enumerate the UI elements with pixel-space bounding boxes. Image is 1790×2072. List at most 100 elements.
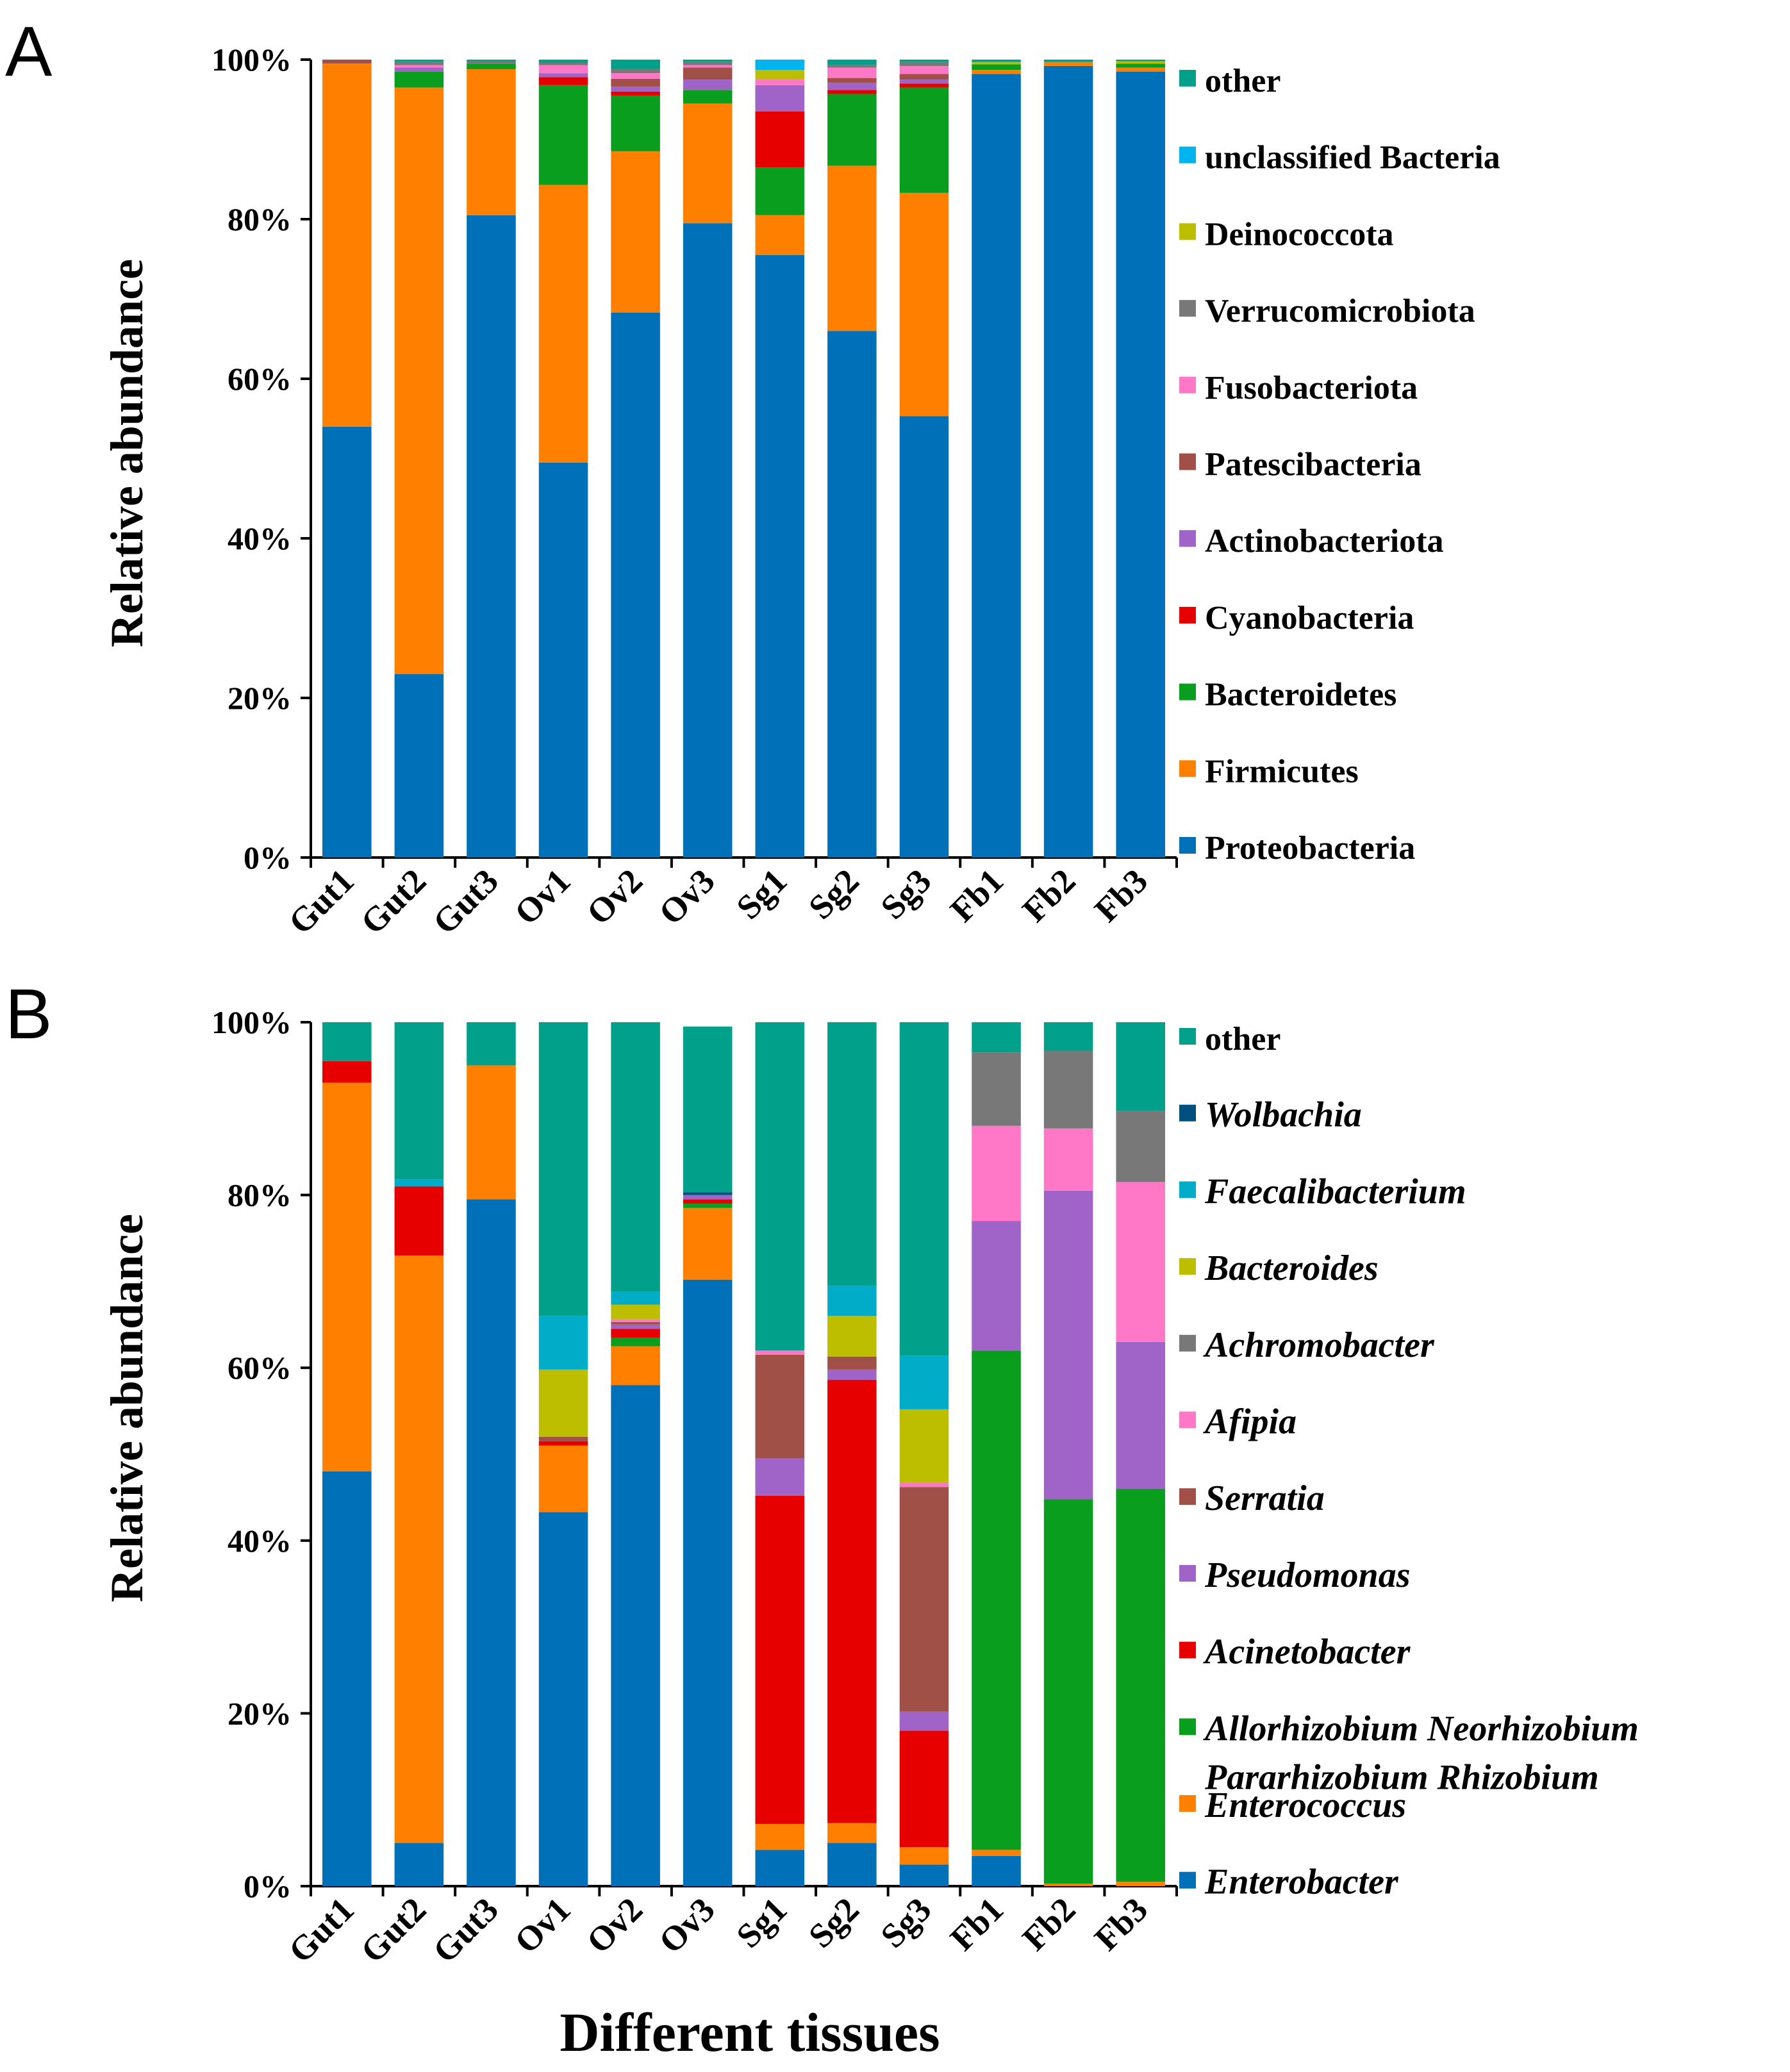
panel-a-bar-gut2-actinobacteriota (394, 67, 444, 72)
panel-b-bar-gut1-enterobacter (322, 1471, 372, 1886)
panel-a-bar-sg3-proteobacteria (899, 416, 949, 858)
panel-b-bar-sg3-pseudomonas (899, 1711, 949, 1731)
panel-a-bar-fb3-bacteroidetes (1116, 63, 1165, 68)
panel-b-bar-gut1-enterococcus (322, 1082, 372, 1471)
panel-a-bar-sg1-deinococcota (755, 70, 805, 80)
panel-b-bar-fb2-enterococcus (1043, 1883, 1093, 1886)
panel-a-legend-label: Verrucomicrobiota (1205, 293, 1475, 329)
panel-a-bar-fb1-proteobacteria (972, 74, 1021, 858)
panel-b-x-tick-label: Sg2 (801, 1890, 866, 1955)
panel-b-bar-ov2-allorhizobium-neorhizobium-pararhizobium-rhizobium (611, 1338, 660, 1347)
panel-a-legend-label: Bacteroidetes (1205, 677, 1396, 713)
panel-b-legend-swatch (1179, 1718, 1196, 1736)
panel-b-bar-sg3-enterococcus (899, 1847, 949, 1865)
panel-a-legend-swatch (1179, 70, 1196, 87)
panel-b-y-tick-label: 60% (228, 1350, 292, 1386)
panel-b-bar-ov1-other (538, 1022, 588, 1316)
panel-b-y-tick-label: 0% (244, 1868, 292, 1904)
panel-a-x-tick-label: Gut3 (426, 861, 506, 941)
panel-a-bar-ov1-firmicutes (538, 185, 588, 463)
panel-a-bar-sg2-actinobacteriota (827, 83, 877, 90)
panel-b-y-tick-label: 20% (228, 1695, 292, 1731)
panel-a: A Relative abundance 0% 20% 40% 60% 80% 100% G… (5, 12, 1500, 941)
panel-a-bar-fb1-other (972, 60, 1021, 62)
panel-a-legend-label: Proteobacteria (1205, 830, 1415, 866)
panel-b-bar-ov1-acinetobacter (538, 1441, 588, 1446)
panel-a-bar-sg2-proteobacteria (827, 331, 877, 858)
panel-a-bar-ov1-bacteroidetes (538, 85, 588, 185)
panel-b-bar-fb1-enterococcus (972, 1850, 1021, 1856)
panel-b-bar-ov3-pseudomonas (683, 1195, 733, 1200)
panel-a-bar-gut3-proteobacteria (467, 215, 516, 858)
panel-a-bar-sg2-patescibacteria (827, 78, 877, 83)
panel-b-bar-gut3-enterococcus (467, 1065, 516, 1200)
panel-b-letter: B (5, 975, 52, 1054)
panel-a-bar-sg1-fusobacteriota (755, 79, 805, 85)
panel-a-bar-fb3-firmicutes (1116, 67, 1165, 72)
panel-b-bar-ov2-pseudomonas (611, 1324, 660, 1329)
panel-a-x-tick-label: Ov1 (507, 861, 577, 932)
panel-a-bar-sg2-firmicutes (827, 165, 877, 331)
panel-a-y-tick-label: 20% (228, 680, 292, 716)
panel-a-bar-ov1-proteobacteria (538, 462, 588, 858)
panel-b-bar-gut2-acinetobacter (394, 1186, 444, 1256)
panel-b-bar-sg3-bacteroides (899, 1409, 949, 1483)
panel-a-letter: A (5, 12, 53, 91)
panel-b-bar-ov3-allorhizobium-neorhizobium-pararhizobium-rhizobium (683, 1204, 733, 1208)
panel-b-bar-ov2-afipia (611, 1319, 660, 1322)
panel-b-legend-label: Bacteroides (1204, 1248, 1379, 1288)
panel-a-x-tick-label: Gut1 (281, 861, 361, 941)
panel-b-bar-fb3-afipia (1116, 1182, 1165, 1342)
panel-b-bar-sg2-other (827, 1022, 877, 1286)
panel-b-bar-fb3-enterococcus (1116, 1882, 1165, 1886)
panel-a-y-tick-label: 80% (228, 201, 292, 237)
panel-a-bar-ov1-cyanobacteria (538, 77, 588, 85)
panel-a-bar-sg1-actinobacteriota (755, 85, 805, 112)
panel-b-bar-gut2-other (394, 1022, 444, 1180)
panel-a-bar-sg3-bacteroidetes (899, 87, 949, 193)
panel-b-legend-label: Allorhizobium Neorhizobium Pararhizobium … (1203, 1709, 1639, 1797)
panel-a-bar-ov1-actinobacteriota (538, 73, 588, 78)
panel-a-x-tick-label: Sg3 (874, 861, 939, 927)
panel-a-bar-fb3-other (1116, 60, 1165, 62)
panel-b-bar-ov1-serratia (538, 1437, 588, 1441)
panel-b-bar-sg1-afipia (755, 1350, 805, 1355)
panel-b-y-tick-label: 40% (228, 1523, 292, 1559)
panel-b-bar-fb2-achromobacter (1043, 1050, 1093, 1129)
panel-b-bar-ov3-other (683, 1026, 733, 1193)
panel-b-legend-label: other (1205, 1021, 1280, 1057)
panel-b-bar-ov2-other (611, 1022, 660, 1292)
panel-b-bar-sg2-bacteroides (827, 1316, 877, 1357)
panel-a-bar-sg3-other (899, 60, 949, 62)
panel-a-bar-gut1-firmicutes (322, 63, 372, 427)
panel-a-y-tick-label: 60% (228, 361, 292, 397)
panel-b-bar-gut2-enterobacter (394, 1843, 444, 1886)
panel-b-bar-sg2-pseudomonas (827, 1369, 877, 1380)
panel-b-bar-ov3-enterococcus (683, 1207, 733, 1280)
panel-b-legend-swatch (1179, 1564, 1196, 1582)
panel-b-bar-ov2-bacteroides (611, 1304, 660, 1320)
panel-b-bar-ov2-enterococcus (611, 1346, 660, 1386)
panel-b-x-tick-label: Gut3 (426, 1890, 506, 1970)
panel-b-legend-label: Pseudomonas (1204, 1555, 1411, 1595)
panel-b-legend-swatch (1179, 1258, 1196, 1275)
panel-b-bar-fb2-afipia (1043, 1128, 1093, 1191)
panel-a-bar-fb2-proteobacteria (1043, 65, 1093, 858)
panel-b-bar-sg3-faecalibacterium (899, 1355, 949, 1409)
panel-b-legend-swatch (1179, 1104, 1196, 1122)
panel-a-bar-fb1-firmicutes (972, 70, 1021, 74)
panel-a-legend-label: Deinococcota (1205, 216, 1394, 253)
panel-b-x-tick-label: Fb1 (943, 1890, 1011, 1958)
panel-b-legend-swatch (1179, 1181, 1196, 1198)
panel-b-bar-gut1-acinetobacter (322, 1061, 372, 1083)
panel-b-legend-swatch (1179, 1411, 1196, 1429)
panel-a-x-tick-label: Ov2 (579, 861, 650, 932)
panel-a-bar-sg1-bacteroidetes (755, 167, 805, 215)
panel-a-bar-ov2-proteobacteria (611, 312, 660, 858)
panel-b-bar-gut2-faecalibacterium (394, 1179, 444, 1187)
panel-b-bar-sg3-other (899, 1022, 949, 1356)
panel-a-bar-gut2-proteobacteria (394, 674, 444, 858)
panel-a-bar-sg2-verrucomicrobiota (827, 65, 877, 68)
